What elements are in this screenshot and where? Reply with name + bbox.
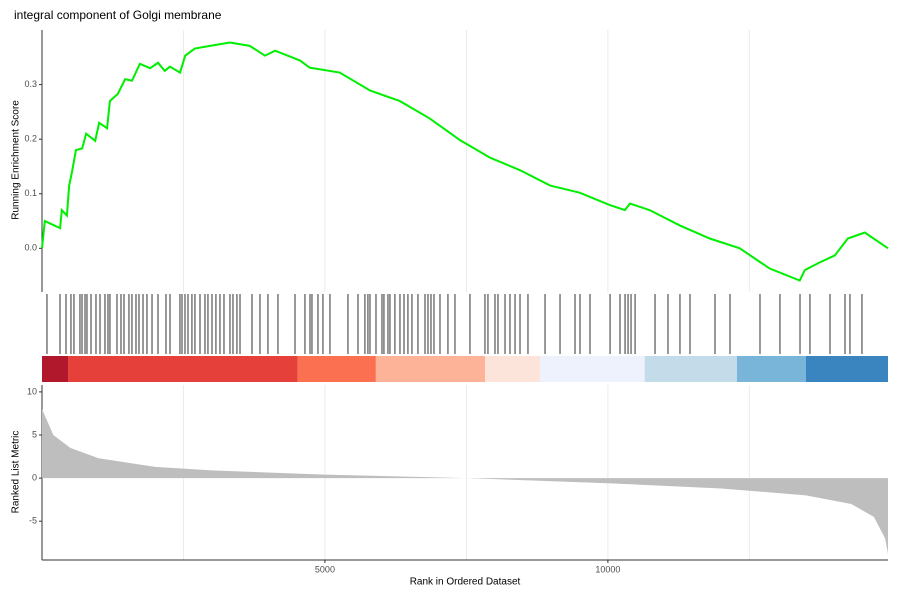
x-tick-label: 10000 xyxy=(595,564,620,574)
enrichment-line xyxy=(41,41,889,282)
x-tick-label: 5000 xyxy=(315,564,335,574)
y-axis-label: Running Enrichment Score xyxy=(11,100,22,220)
y-tick-label: 0 xyxy=(32,472,37,482)
y-tick-label: 10 xyxy=(27,386,37,396)
rank-band xyxy=(297,356,376,382)
y-axis-label: Ranked List Metric xyxy=(11,431,22,514)
x-axis-label: Rank in Ordered Dataset xyxy=(410,577,521,588)
rank-band xyxy=(805,356,888,382)
y-tick-label: 0.1 xyxy=(24,188,37,198)
metric-area xyxy=(42,409,888,554)
rank-band xyxy=(42,356,69,382)
y-tick-label: 0.3 xyxy=(24,79,37,89)
rank-band xyxy=(375,356,486,382)
rank-band xyxy=(485,356,540,382)
y-tick-label: 5 xyxy=(32,429,37,439)
y-tick-label: -5 xyxy=(29,516,37,526)
rank-band xyxy=(644,356,737,382)
rank-band xyxy=(539,356,645,382)
y-tick-label: 0.0 xyxy=(24,243,37,253)
chart-title: integral component of Golgi membrane xyxy=(14,8,222,22)
rank-band xyxy=(736,356,806,382)
rank-band xyxy=(68,356,298,382)
y-tick-label: 0.2 xyxy=(24,134,37,144)
